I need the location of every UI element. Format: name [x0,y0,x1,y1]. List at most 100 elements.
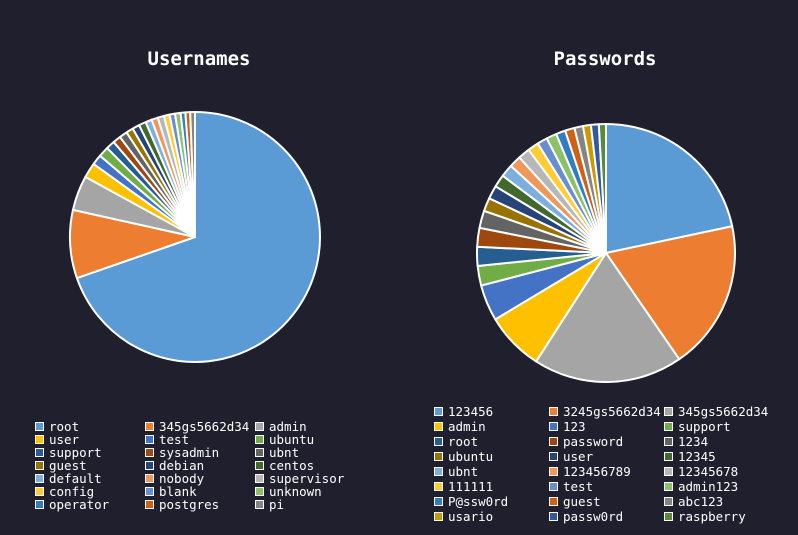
legend-label: nobody [159,471,205,486]
legend-item-postgres: postgres [145,497,219,512]
legend-label: 1234 [678,434,709,449]
legend-item-centos: centos [255,458,315,473]
legend-item-support: support [35,445,102,460]
legend-swatch [549,437,558,446]
legend-swatch [145,461,154,470]
legend-label: supervisor [269,471,345,486]
legend-label: sysadmin [159,445,220,460]
legend-label: admin123 [678,479,739,494]
legend-swatch [664,497,673,506]
legend-item-12345678: 12345678 [664,464,739,479]
legend-swatch [434,467,443,476]
legend-label: 123 [563,419,586,434]
legend-label: operator [49,497,110,512]
legend-label: test [159,432,190,447]
legend-swatch [145,422,154,431]
legend-item-3245gs5662d34: 3245gs5662d34 [549,404,661,419]
legend-item-config: config [35,484,95,499]
legend-item-user: user [35,432,80,447]
legend-swatch [549,512,558,521]
legend-label: test [563,479,594,494]
legend-label: password [563,434,624,449]
legend-swatch [145,500,154,509]
legend-item-abc123: abc123 [664,494,724,509]
legend-swatch [664,422,673,431]
legend-label: 123456 [448,404,494,419]
legend-swatch [145,487,154,496]
legend-label: P@ssw0rd [448,494,509,509]
legend-label: 123456789 [563,464,631,479]
legend-label: 345gs5662d34 [678,404,769,419]
legend-item-ubnt: ubnt [434,464,479,479]
legend-label: abc123 [678,494,724,509]
legend-item-supervisor: supervisor [255,471,345,486]
legend-label: 12345 [678,449,716,464]
pie-slice-345gs5662d34 [535,252,681,383]
legend-label: admin [269,419,307,434]
legend-swatch [35,461,44,470]
legend-item-default: default [35,471,102,486]
legend-label: passw0rd [563,509,624,524]
legend-item-12345: 12345 [664,449,716,464]
legend-label: ubuntu [448,449,494,464]
legend-swatch [664,437,673,446]
legend-swatch [255,435,264,444]
legend-swatch [434,437,443,446]
legend-swatch [35,448,44,457]
legend-label: root [49,419,80,434]
legend-label: 345gs5662d34 [159,419,250,434]
legend-label: unknown [269,484,322,499]
legend-swatch [255,487,264,496]
legend-item-111111: 111111 [434,479,494,494]
legend-swatch [549,467,558,476]
legend-swatch [145,474,154,483]
legend-swatch [549,422,558,431]
legend-swatch [549,407,558,416]
legend-label: support [49,445,102,460]
legend-label: raspberry [678,509,746,524]
legend-label: blank [159,484,197,499]
legend-item-guest: guest [35,458,87,473]
legend-label: user [49,432,80,447]
legend-item-345gs5662d34: 345gs5662d34 [664,404,769,419]
legend-item-345gs5662d34: 345gs5662d34 [145,419,250,434]
legend-item-guest: guest [549,494,601,509]
legend-item-user: user [549,449,593,464]
legend-item-root: root [434,434,478,449]
legend-label: support [678,419,731,434]
legend-item-pi: pi [255,497,284,512]
legend-swatch [664,467,673,476]
legend-swatch [549,482,558,491]
legend-item-operator: operator [35,497,110,512]
legend-label: admin [448,419,486,434]
legend-label: 12345678 [678,464,739,479]
legend-label: guest [563,494,601,509]
legend-label: config [49,484,95,499]
legend-swatch [434,482,443,491]
legend-item-passw0rd: passw0rd [549,509,624,524]
pie-slice-3245gs5662d34 [605,225,736,361]
legend-swatch [255,422,264,431]
legend-item-ubnt: ubnt [255,445,299,460]
legend-swatch [434,497,443,506]
legend-swatch [664,512,673,521]
legend-swatch [35,422,44,431]
legend-item-123456: 123456 [434,404,494,419]
legend-label: centos [269,458,315,473]
legend-label: ubnt [448,464,479,479]
pie-slice-123456 [605,123,734,254]
legend-swatch [145,435,154,444]
legend-swatch [35,500,44,509]
legend-swatch [255,500,264,509]
legend-item-password: password [549,434,624,449]
legend-swatch [549,497,558,506]
legend-item-ubuntu: ubuntu [255,432,314,447]
legend-swatch [255,461,264,470]
legend-swatch [664,452,673,461]
legend-swatch [145,448,154,457]
legend-item-p-ssw0rd: P@ssw0rd [434,494,509,509]
legend-label: 111111 [448,479,494,494]
legend-swatch [434,512,443,521]
